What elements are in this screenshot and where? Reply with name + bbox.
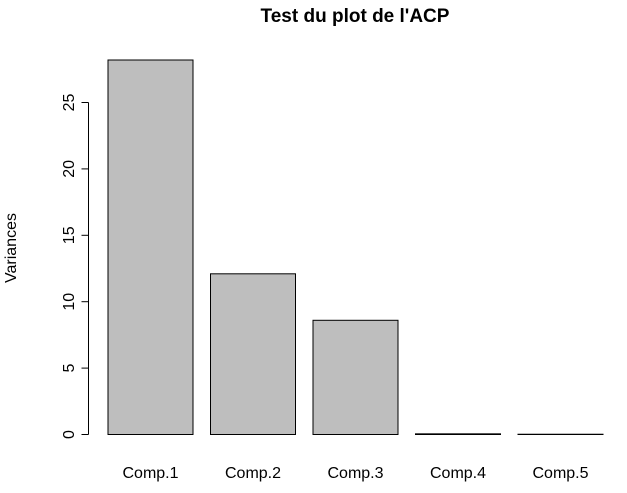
chart-title: Test du plot de l'ACP bbox=[261, 6, 450, 27]
bar-comp-3 bbox=[312, 319, 399, 435]
bars bbox=[107, 59, 604, 436]
bar-comp-1 bbox=[107, 59, 194, 435]
y-tick-label: 10 bbox=[61, 293, 78, 311]
y-axis-label: Variances bbox=[3, 213, 20, 283]
y-tick-label: 0 bbox=[61, 430, 78, 439]
x-category-label: Comp.4 bbox=[430, 465, 486, 482]
category-labels: Comp.1 Comp.2 Comp.3 Comp.4 Comp.5 bbox=[122, 465, 588, 482]
y-tick-label: 25 bbox=[61, 93, 78, 111]
x-category-label: Comp.1 bbox=[122, 465, 178, 482]
bar-comp-4 bbox=[415, 433, 501, 436]
y-axis: 0 5 10 15 20 25 bbox=[61, 93, 89, 439]
x-category-label: Comp.5 bbox=[532, 465, 588, 482]
y-tick-label: 20 bbox=[61, 160, 78, 178]
y-tick-label: 15 bbox=[61, 226, 78, 244]
x-category-label: Comp.3 bbox=[327, 465, 383, 482]
x-category-label: Comp.2 bbox=[225, 465, 281, 482]
y-tick-label: 5 bbox=[61, 364, 78, 373]
bar-comp-2 bbox=[210, 273, 296, 435]
